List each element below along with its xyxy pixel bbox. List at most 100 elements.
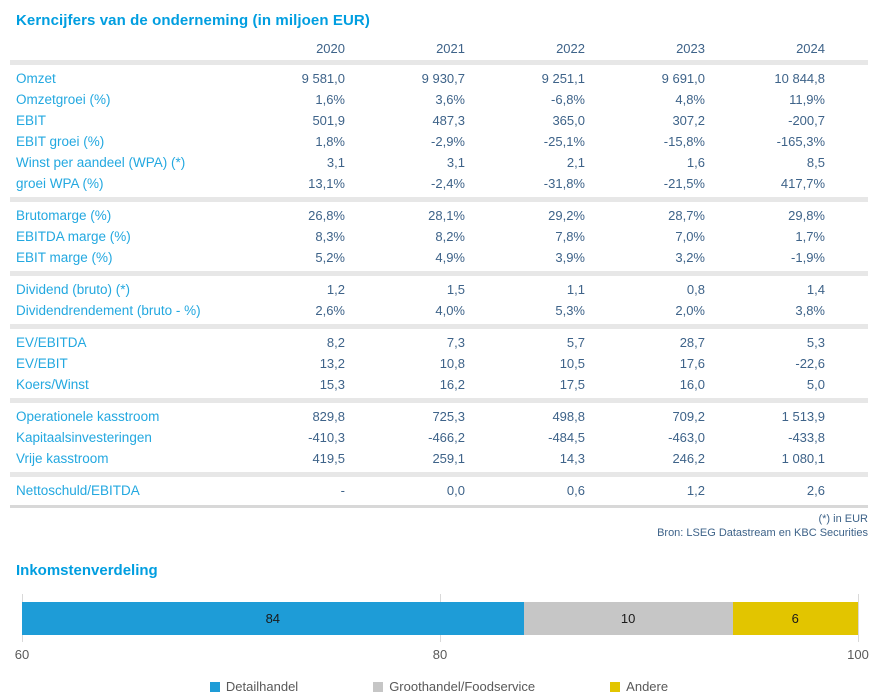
cell-value: 1,6	[686, 155, 705, 170]
section-separator	[10, 398, 868, 403]
cell-value: 487,3	[432, 113, 465, 128]
cell-value: 13,1%	[308, 176, 345, 191]
cell-value: 709,2	[672, 409, 705, 424]
cell-value: 5,2%	[315, 250, 345, 265]
cell-value: -2,4%	[431, 176, 465, 191]
table-row: EBIT marge (%) 5,2% 4,9% 3,9% 3,2% -1,9%	[10, 247, 868, 268]
row-label: Koers/Winst	[16, 376, 89, 392]
table-row: Dividend (bruto) (*) 1,2 1,5 1,1 0,8 1,4	[10, 279, 868, 300]
cell-value: -15,8%	[663, 134, 705, 149]
cell-value: 28,7%	[668, 208, 705, 223]
row-label: EBIT	[16, 112, 47, 128]
income-distribution-chart: 84 10 6	[22, 594, 859, 642]
bar-segment-groothandel-foodservice: 10	[523, 602, 733, 635]
year-header: 2023	[676, 40, 705, 56]
page-title: Kerncijfers van de onderneming (in miljo…	[16, 12, 370, 29]
section-separator	[10, 60, 868, 65]
cell-value: 3,9%	[555, 250, 585, 265]
cell-value: -433,8	[788, 430, 825, 445]
cell-value: 15,3	[319, 377, 345, 392]
cell-value: 5,0	[806, 377, 825, 392]
cell-value: 8,2	[326, 335, 345, 350]
cell-value: 9 930,7	[421, 71, 465, 86]
chart-title: Inkomstenverdeling	[16, 562, 158, 579]
cell-value: 4,9%	[435, 250, 465, 265]
cell-value: 5,7	[566, 335, 585, 350]
cell-value: 29,2%	[548, 208, 585, 223]
table-row: Winst per aandeel (WPA) (*) 3,1 3,1 2,1 1,6 8…	[10, 152, 868, 173]
cell-value: 0,0	[446, 483, 465, 498]
legend-item: Groothandel/Foodservice	[373, 679, 535, 694]
cell-value: 10,5	[559, 356, 585, 371]
bar-segment-andere: 6	[732, 602, 858, 635]
cell-value: 10 844,8	[774, 71, 825, 86]
cell-value: 3,6%	[435, 92, 465, 107]
row-label: EV/EBITDA	[16, 334, 87, 350]
cell-value: -	[340, 483, 345, 498]
source-note: Bron: LSEG Datastream en KBC Securities	[657, 527, 868, 539]
table-row: Koers/Winst 15,3 16,2 17,5 16,0 5,0	[10, 374, 868, 395]
cell-value: 4,8%	[675, 92, 705, 107]
cell-value: 29,8%	[788, 208, 825, 223]
cell-value: 1,4	[806, 282, 825, 297]
cell-value: 9 251,1	[541, 71, 585, 86]
cell-value: 0,6	[566, 483, 585, 498]
cell-value: 1,2	[686, 483, 705, 498]
cell-value: -22,6	[795, 356, 825, 371]
row-label: Dividendrendement (bruto - %)	[16, 302, 201, 318]
cell-value: 17,5	[559, 377, 585, 392]
year-header: 2022	[556, 40, 585, 56]
cell-value: 14,3	[559, 451, 585, 466]
cell-value: 5,3	[806, 335, 825, 350]
cell-value: 1,7%	[795, 229, 825, 244]
table-bottom-line	[10, 505, 868, 508]
key-figures-table: 2020 2021 2022 2023 2024 Omzet 9 581,0 9 930,7 9…	[10, 39, 868, 501]
cell-value: 365,0	[552, 113, 585, 128]
cell-value: -484,5	[548, 430, 585, 445]
cell-value: -6,8%	[551, 92, 585, 107]
legend-swatch-icon	[209, 681, 220, 692]
cell-value: 1,5	[446, 282, 465, 297]
cell-value: 2,6%	[315, 303, 345, 318]
cell-value: -463,0	[668, 430, 705, 445]
year-header: 2024	[796, 40, 825, 56]
cell-value: 246,2	[672, 451, 705, 466]
row-label: Omzetgroei (%)	[16, 91, 111, 107]
cell-value: 8,5	[806, 155, 825, 170]
cell-value: 1,8%	[315, 134, 345, 149]
cell-value: 3,2%	[675, 250, 705, 265]
cell-value: -410,3	[308, 430, 345, 445]
table-row: Nettoschuld/EBITDA - 0,0 0,6 1,2 2,6	[10, 480, 868, 501]
cell-value: -466,2	[428, 430, 465, 445]
cell-value: 26,8%	[308, 208, 345, 223]
cell-value: 8,2%	[435, 229, 465, 244]
row-label: EV/EBIT	[16, 355, 68, 371]
cell-value: -2,9%	[431, 134, 465, 149]
row-label: Kapitaalsinvesteringen	[16, 429, 152, 445]
row-label: Vrije kasstroom	[16, 450, 109, 466]
cell-value: -21,5%	[663, 176, 705, 191]
cell-value: 2,6	[806, 483, 825, 498]
cell-value: 9 581,0	[301, 71, 345, 86]
legend-label: Andere	[626, 679, 669, 694]
stacked-bar: 84 10 6	[22, 602, 858, 635]
table-row: Operationele kasstroom 829,8 725,3 498,8 709…	[10, 406, 868, 427]
table-row: EBITDA marge (%) 8,3% 8,2% 7,8% 7,0% 1,7%	[10, 226, 868, 247]
section-separator	[10, 271, 868, 276]
row-label: Operationele kasstroom	[16, 408, 160, 424]
table-row: Dividendrendement (bruto - %) 2,6% 4,0% 5,3…	[10, 300, 868, 321]
cell-value: 725,3	[432, 409, 465, 424]
cell-value: 498,8	[552, 409, 585, 424]
cell-value: 2,1	[566, 155, 585, 170]
table-row: Kapitaalsinvesteringen -410,3 -466,2 -484,5…	[10, 427, 868, 448]
cell-value: 1,6%	[315, 92, 345, 107]
cell-value: -200,7	[788, 113, 825, 128]
cell-value: 5,3%	[555, 303, 585, 318]
cell-value: 11,9%	[789, 92, 825, 107]
cell-value: -1,9%	[791, 250, 825, 265]
tick-label: 80	[432, 647, 448, 662]
table-row: Omzetgroei (%) 1,6% 3,6% -6,8% 4,8% 11,9%	[10, 89, 868, 110]
cell-value: 28,7	[679, 335, 705, 350]
year-header: 2020	[316, 40, 345, 56]
cell-value: 8,3%	[315, 229, 345, 244]
